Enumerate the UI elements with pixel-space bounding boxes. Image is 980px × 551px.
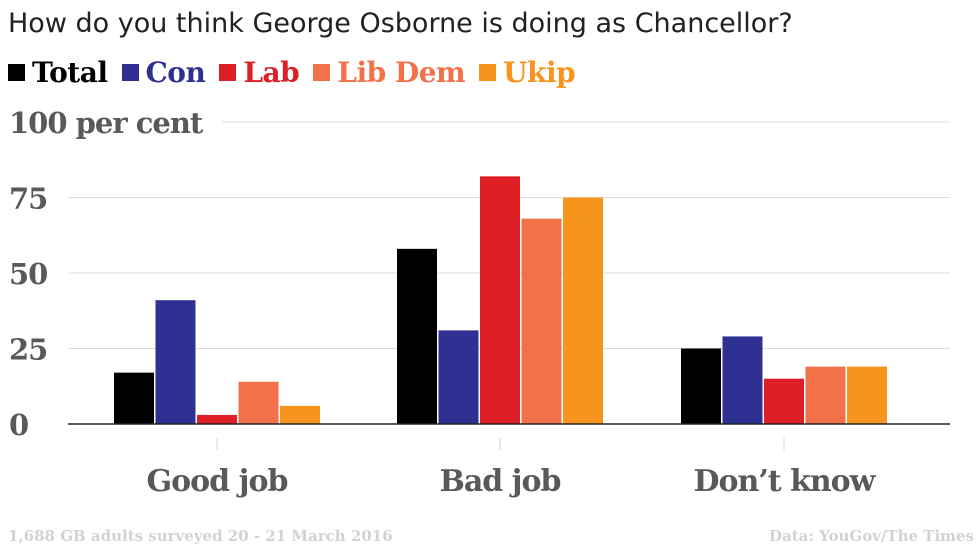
bar [847,366,887,424]
y-tick-label: 75 [9,182,47,216]
legend-label-con: Con [145,56,206,89]
legend-label-ukip: Ukip [503,56,576,89]
x-category-label: Good job [147,464,288,499]
legend-swatch-con [121,64,139,81]
y-tick-label: 50 [9,257,47,291]
bar [280,405,320,424]
legend-label-lib-dem: Lib Dem [337,56,466,89]
bar [805,366,846,424]
bar [681,348,721,424]
x-category-label: Bad job [439,464,560,499]
bar [155,300,196,424]
bar [114,372,154,424]
legend-swatch-total [8,64,25,81]
legend-swatch-lab [219,64,237,81]
bar [722,336,763,424]
x-category-label: Don’t know [693,464,876,499]
bar [397,248,437,424]
legend-item-total: Total [8,56,108,89]
y-tick-label: 0 [9,408,28,442]
legend-swatch-lib-dem [313,64,331,81]
legend-item-ukip: Ukip [479,56,576,89]
chart-title: How do you think George Osborne is doing… [8,8,793,39]
bar [238,381,279,424]
bar [521,218,562,424]
bar [563,197,603,424]
legend-label-total: Total [32,56,108,89]
legend-label-lab: Lab [243,56,300,89]
legend-item-lab: Lab [219,56,300,89]
y-tick-label: 25 [9,333,47,367]
legend-swatch-ukip [479,64,497,81]
bar [197,414,237,424]
data-source: Data: YouGov/The Times [768,527,974,545]
bar [480,176,520,424]
bar [764,378,804,424]
y-tick-label: 100 per cent [9,106,204,140]
legend-item-con: Con [121,56,206,89]
bar [438,330,479,424]
legend-item-lib-dem: Lib Dem [313,56,466,89]
legend: Total Con Lab Lib Dem Ukip [8,56,589,89]
survey-note: 1,688 GB adults surveyed 20 - 21 March 2… [8,527,393,545]
